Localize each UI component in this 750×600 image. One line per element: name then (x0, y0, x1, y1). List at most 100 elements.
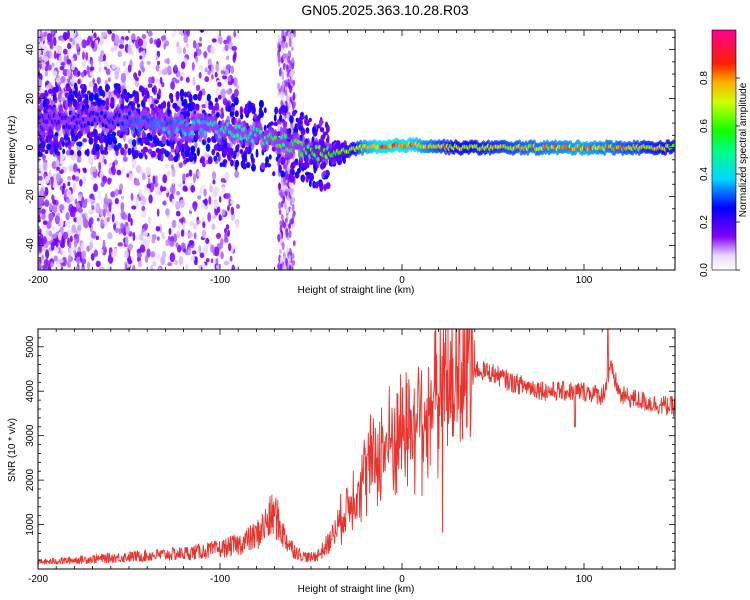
spectrogram-noise-blob (140, 210, 147, 218)
spectrogram-noise-blob (211, 109, 215, 115)
spectrogram-spread-blob (206, 137, 211, 144)
spectrogram-noise-blob (65, 211, 70, 221)
spectrogram-spread-blob (46, 143, 52, 151)
spectrogram-noise-blob (127, 259, 133, 265)
spectrogram-noise-blob (189, 220, 195, 227)
spectrogram-noise-blob (182, 222, 186, 231)
spectrogram-noise-blob (41, 224, 47, 229)
spectrogram-noise-blob (226, 35, 230, 45)
spectrogram-noise-blob (144, 240, 150, 249)
spectrogram-noise-blob (98, 161, 102, 172)
spectrogram-spread-blob (170, 97, 174, 104)
spectrogram-noise-blob (235, 84, 240, 90)
spectrogram-spread-blob (120, 103, 125, 109)
spectrogram-band-blob (286, 72, 290, 78)
spectrogram-noise-blob (120, 72, 127, 83)
spectrogram-xtick-label: 100 (576, 275, 593, 286)
spectrogram-ridge-point (250, 139, 255, 144)
spectrogram-noise-blob (207, 58, 212, 66)
spectrogram-noise-blob (61, 256, 67, 267)
spectrogram-noise-blob (154, 175, 158, 184)
spectrogram-noise-blob (104, 79, 108, 85)
spectrogram-noise-blob (121, 166, 126, 174)
spectrogram-noise-blob (108, 143, 112, 151)
spectrogram-noise-blob (165, 188, 169, 194)
spectrogram-noise-blob (211, 214, 217, 219)
spectrogram-noise-blob (124, 35, 130, 41)
spectrogram-noise-blob (143, 223, 149, 231)
spectrogram-band-blob (292, 92, 296, 101)
spectrogram-band-blob (290, 32, 294, 40)
spectrogram-noise-blob (161, 81, 165, 88)
spectrogram-noise-blob (52, 233, 58, 239)
spectrogram-spread-blob (225, 104, 229, 112)
spectrogram-band-blob (292, 197, 296, 204)
spectrogram-spread-blob (320, 134, 324, 143)
spectrogram-noise-blob (196, 219, 201, 224)
spectrogram-noise-blob (119, 183, 124, 191)
spectrogram-noise-blob (114, 197, 119, 205)
spectrogram-noise-blob (225, 224, 230, 230)
spectrogram-noise-blob (198, 64, 204, 72)
spectrogram-noise-blob (71, 78, 76, 85)
spectrogram-noise-blob (86, 65, 90, 75)
spectrogram-noise-blob (99, 36, 104, 46)
spectrogram-noise-blob (118, 189, 123, 195)
spectrogram-noise-blob (172, 178, 175, 186)
spectrogram-band-blob (288, 264, 292, 270)
spectrogram-noise-blob (134, 76, 139, 82)
spectrogram-noise-blob (62, 250, 67, 257)
spectrogram-band-blob (283, 222, 287, 229)
spectrogram-spread-blob (251, 163, 256, 172)
spectrogram-spread-blob (183, 91, 188, 98)
spectrogram-noise-blob (118, 44, 125, 49)
spectrogram-noise-blob (43, 258, 50, 267)
spectrogram-noise-blob (105, 97, 110, 107)
snr-ytick-label: 1000 (25, 513, 36, 536)
spectrogram-spread-blob (38, 96, 42, 105)
spectrogram-noise-blob (97, 55, 104, 62)
spectrogram-noise-blob (147, 177, 151, 185)
spectrogram-noise-blob (100, 49, 105, 57)
spectrogram-band-blob (278, 43, 282, 53)
spectrogram-spread-blob (121, 91, 125, 99)
spectrogram-noise-blob (70, 30, 76, 38)
spectrogram-spread-blob (199, 157, 205, 164)
spectrogram-spread-blob (227, 150, 231, 158)
spectrogram-noise-blob (74, 198, 78, 205)
spectrogram-noise-blob (177, 183, 182, 188)
spectrogram-spread-blob (143, 146, 149, 153)
spectrogram-ridge-point (237, 124, 242, 129)
spectrogram-noise-blob (123, 60, 126, 67)
spectrogram-spread-blob (72, 100, 77, 105)
spectrogram-noise-blob (144, 254, 149, 263)
spectrogram-noise-blob (124, 236, 129, 246)
spectrogram-noise-blob (194, 142, 198, 149)
spectrogram-ridge-point (671, 143, 675, 149)
spectrogram-noise-blob (111, 213, 115, 223)
spectrogram-band-blob (290, 72, 294, 80)
spectrogram-noise-blob (104, 192, 108, 203)
spectrogram-noise-blob (77, 246, 82, 253)
spectrogram-band-blob (284, 217, 288, 224)
spectrogram-noise-blob (174, 260, 178, 266)
spectrogram-noise-blob (204, 204, 209, 210)
spectrogram-spread-blob (245, 103, 250, 111)
spectrogram-spread-blob (222, 159, 228, 165)
spectrogram-noise-blob (139, 244, 146, 253)
spectrogram-band-blob (290, 218, 294, 224)
snr-frame (37, 328, 676, 570)
spectrogram-spread-blob (144, 89, 148, 98)
spectrogram-spread-blob (284, 173, 289, 181)
spectrogram-spread-blob (110, 96, 115, 106)
spectrogram-noise-blob (151, 238, 156, 244)
spectrogram-band-blob (288, 102, 291, 109)
spectrogram-noise-blob (99, 152, 103, 162)
spectrogram-noise-blob (188, 169, 193, 177)
spectrogram-band-blob (279, 189, 283, 199)
spectrogram-noise-blob (139, 169, 144, 176)
spectrogram-noise-blob (51, 225, 56, 232)
snr-ytick-label: 4000 (25, 380, 36, 403)
spectrogram-band-blob (292, 240, 296, 247)
